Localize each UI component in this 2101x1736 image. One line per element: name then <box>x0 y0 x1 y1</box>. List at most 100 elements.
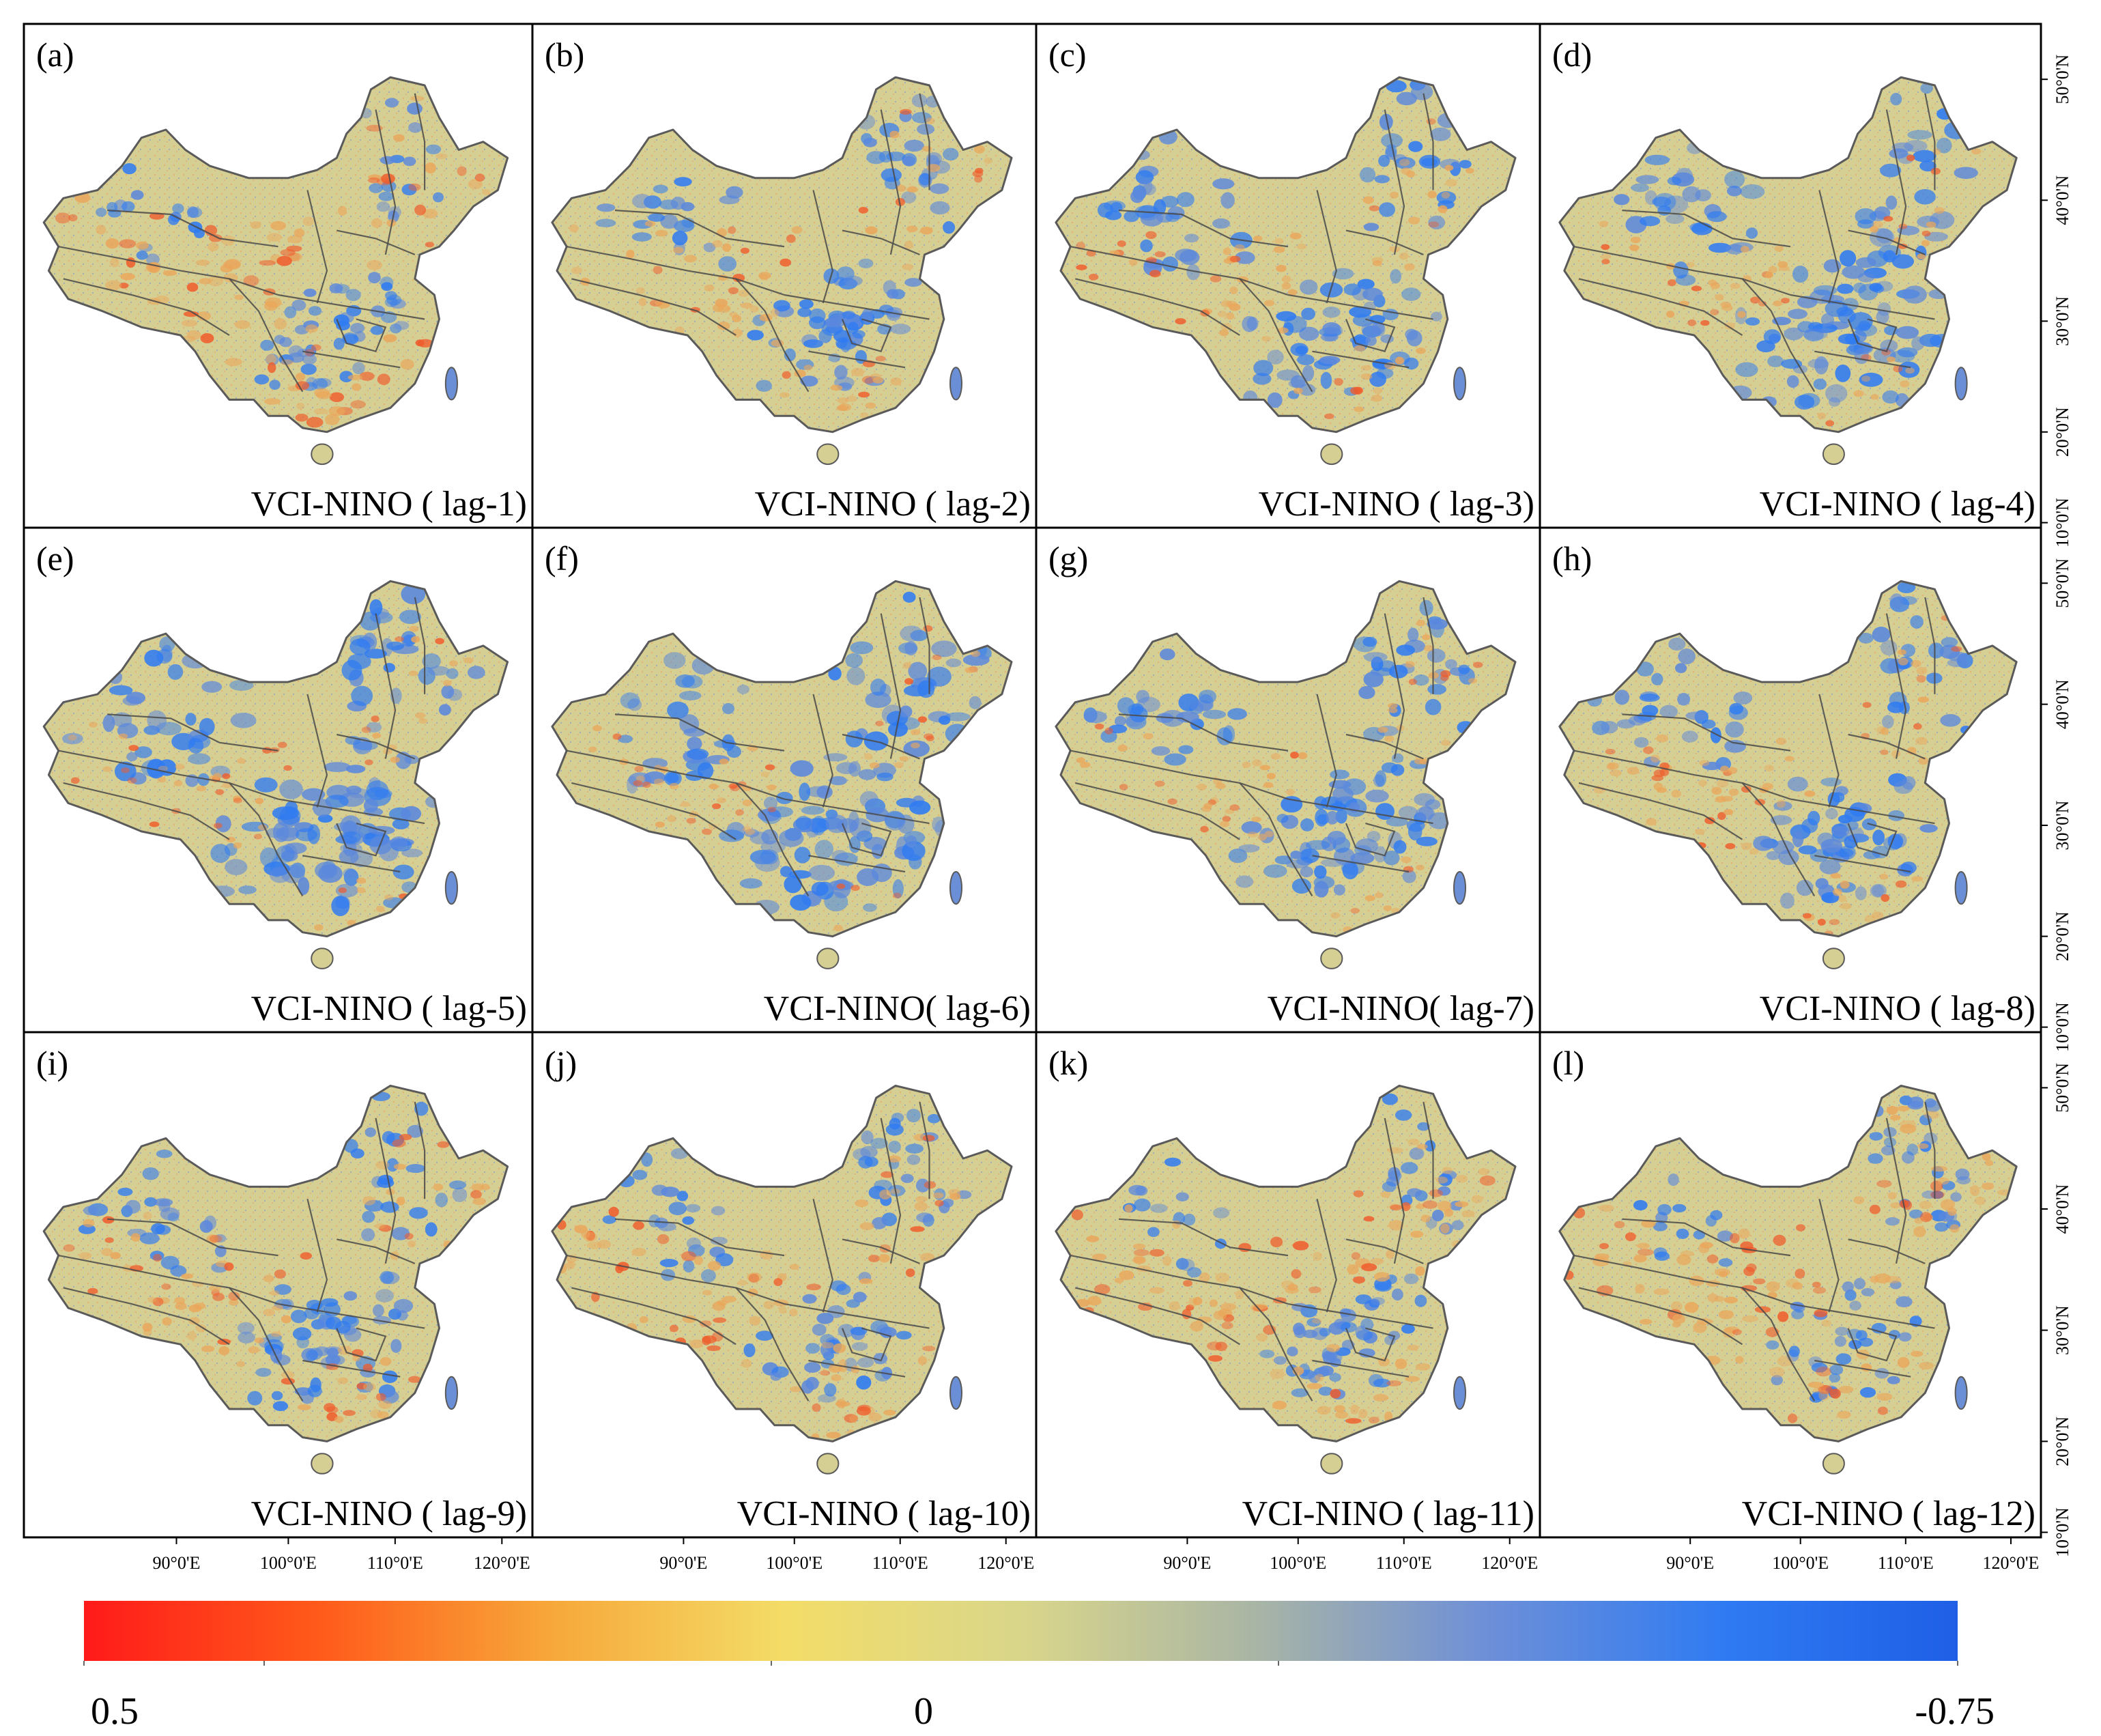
panel-letter: (l) <box>1552 1044 1584 1082</box>
lon-label: 120°0'E <box>1982 1553 2039 1573</box>
map-panel-7: (g) VCI-NINO( lag-7) <box>1035 526 1541 1034</box>
taiwan-island <box>949 871 962 905</box>
lat-label: 10°0'N <box>2053 1507 2072 1557</box>
panel-letter: (j) <box>545 1044 577 1082</box>
taiwan-island <box>444 1376 459 1410</box>
correlation-field <box>44 581 508 937</box>
basin-boundary <box>1312 350 1410 369</box>
basin-boundary <box>1070 246 1289 296</box>
panel-title: VCI-NINO( lag-7) <box>1268 989 1534 1028</box>
basin-boundary <box>1848 229 1926 256</box>
basin-boundary <box>880 613 902 759</box>
china-outline <box>42 1084 509 1442</box>
taiwan-island <box>444 367 459 401</box>
china-outline <box>42 76 509 433</box>
basin-boundary <box>337 733 416 760</box>
basin-boundary <box>1818 1198 1840 1313</box>
basin-boundary <box>1239 1287 1313 1401</box>
basin-boundary <box>58 1255 278 1305</box>
basin-boundary <box>1885 109 1907 255</box>
basin-boundary <box>784 1303 930 1329</box>
correlation-field <box>1559 581 2017 937</box>
basin-boundary <box>880 109 902 255</box>
map-panel-8: (h) VCI-NINO ( lag-8) <box>1539 526 2042 1034</box>
basin-boundary <box>1924 1101 1936 1199</box>
basin-boundary <box>614 210 785 248</box>
lon-label: 90°0'E <box>659 1553 707 1573</box>
basin-boundary <box>1741 1287 1816 1401</box>
panel-letter: (a) <box>36 35 74 74</box>
basin-boundary <box>1573 1255 1791 1305</box>
lat-label: 40°0'N <box>2053 1184 2072 1234</box>
china-outline <box>551 1084 1013 1442</box>
basin-boundary <box>841 823 892 857</box>
lat-label: 50°0'N <box>2053 55 2072 104</box>
panel-title: VCI-NINO ( lag-10) <box>737 1494 1031 1533</box>
lon-label: 100°0'E <box>1772 1553 1829 1573</box>
basin-boundary <box>1345 1327 1396 1362</box>
hainan-island <box>1320 948 1343 969</box>
lon-label: 90°0'E <box>1163 1553 1211 1573</box>
panel-letter: (g) <box>1048 539 1088 578</box>
basin-boundary <box>571 1287 737 1346</box>
panel-letter: (i) <box>36 1044 68 1082</box>
lon-label: 100°0'E <box>766 1553 823 1573</box>
basin-boundary <box>1924 597 1936 694</box>
basin-boundary <box>735 1287 810 1401</box>
basin-boundary <box>808 855 906 873</box>
map-panel-5: (e) VCI-NINO ( lag-5) <box>23 526 534 1034</box>
basin-boundary <box>337 229 416 256</box>
basin-boundary <box>1790 294 1935 320</box>
basin-boundary <box>1384 613 1405 759</box>
basin-boundary <box>1316 190 1337 304</box>
basin-boundary <box>841 1327 892 1362</box>
panel-title: VCI-NINO ( lag-11) <box>1242 1494 1534 1533</box>
basin-boundary <box>1287 294 1433 320</box>
hainan-island <box>816 443 840 466</box>
lat-label: 30°0'N <box>2053 1305 2072 1355</box>
basin-boundary <box>1741 278 1816 393</box>
lon-label: 110°0'E <box>1376 1553 1432 1573</box>
basin-boundary <box>1239 278 1313 393</box>
china-outline <box>1055 76 1517 433</box>
basin-boundary <box>571 782 737 840</box>
lat-label: 30°0'N <box>2053 800 2072 850</box>
correlation-field <box>552 1085 1012 1442</box>
basin-boundary <box>566 750 785 800</box>
basin-boundary <box>614 1218 785 1257</box>
lat-label: 40°0'N <box>2053 175 2072 225</box>
lon-label: 100°0'E <box>260 1553 317 1573</box>
basin-boundary <box>808 350 906 369</box>
taiwan-island <box>1954 367 1968 401</box>
panel-title: VCI-NINO ( lag-12) <box>1742 1494 2035 1533</box>
basin-boundary <box>566 1255 785 1305</box>
hainan-island <box>1822 443 1845 466</box>
hainan-island <box>1320 1453 1343 1475</box>
basin-boundary <box>58 750 278 800</box>
basin-boundary <box>1814 855 1911 873</box>
panel-letter: (h) <box>1552 539 1592 578</box>
basin-boundary <box>919 597 930 694</box>
basin-boundary <box>808 1359 906 1378</box>
hainan-island <box>816 948 840 969</box>
hainan-island <box>1822 948 1845 969</box>
basin-boundary <box>1423 597 1434 694</box>
hainan-island <box>311 443 334 466</box>
lon-label: 100°0'E <box>1270 1553 1326 1573</box>
lat-label: 50°0'N <box>2053 558 2072 608</box>
basin-boundary <box>337 1238 416 1264</box>
lon-label: 110°0'E <box>1878 1553 1934 1573</box>
basin-boundary <box>229 782 304 897</box>
panel-title: VCI-NINO ( lag-5) <box>251 989 527 1028</box>
basin-boundary <box>919 1101 930 1199</box>
basin-boundary <box>306 694 328 808</box>
colorbar-mid-label: 0 <box>914 1690 933 1733</box>
basin-boundary <box>1345 318 1396 353</box>
basin-boundary <box>1423 93 1434 190</box>
basin-boundary <box>306 190 328 304</box>
correlation-field <box>44 77 508 432</box>
basin-boundary <box>1070 750 1289 800</box>
basin-boundary <box>1239 782 1313 897</box>
basin-boundary <box>566 246 785 296</box>
